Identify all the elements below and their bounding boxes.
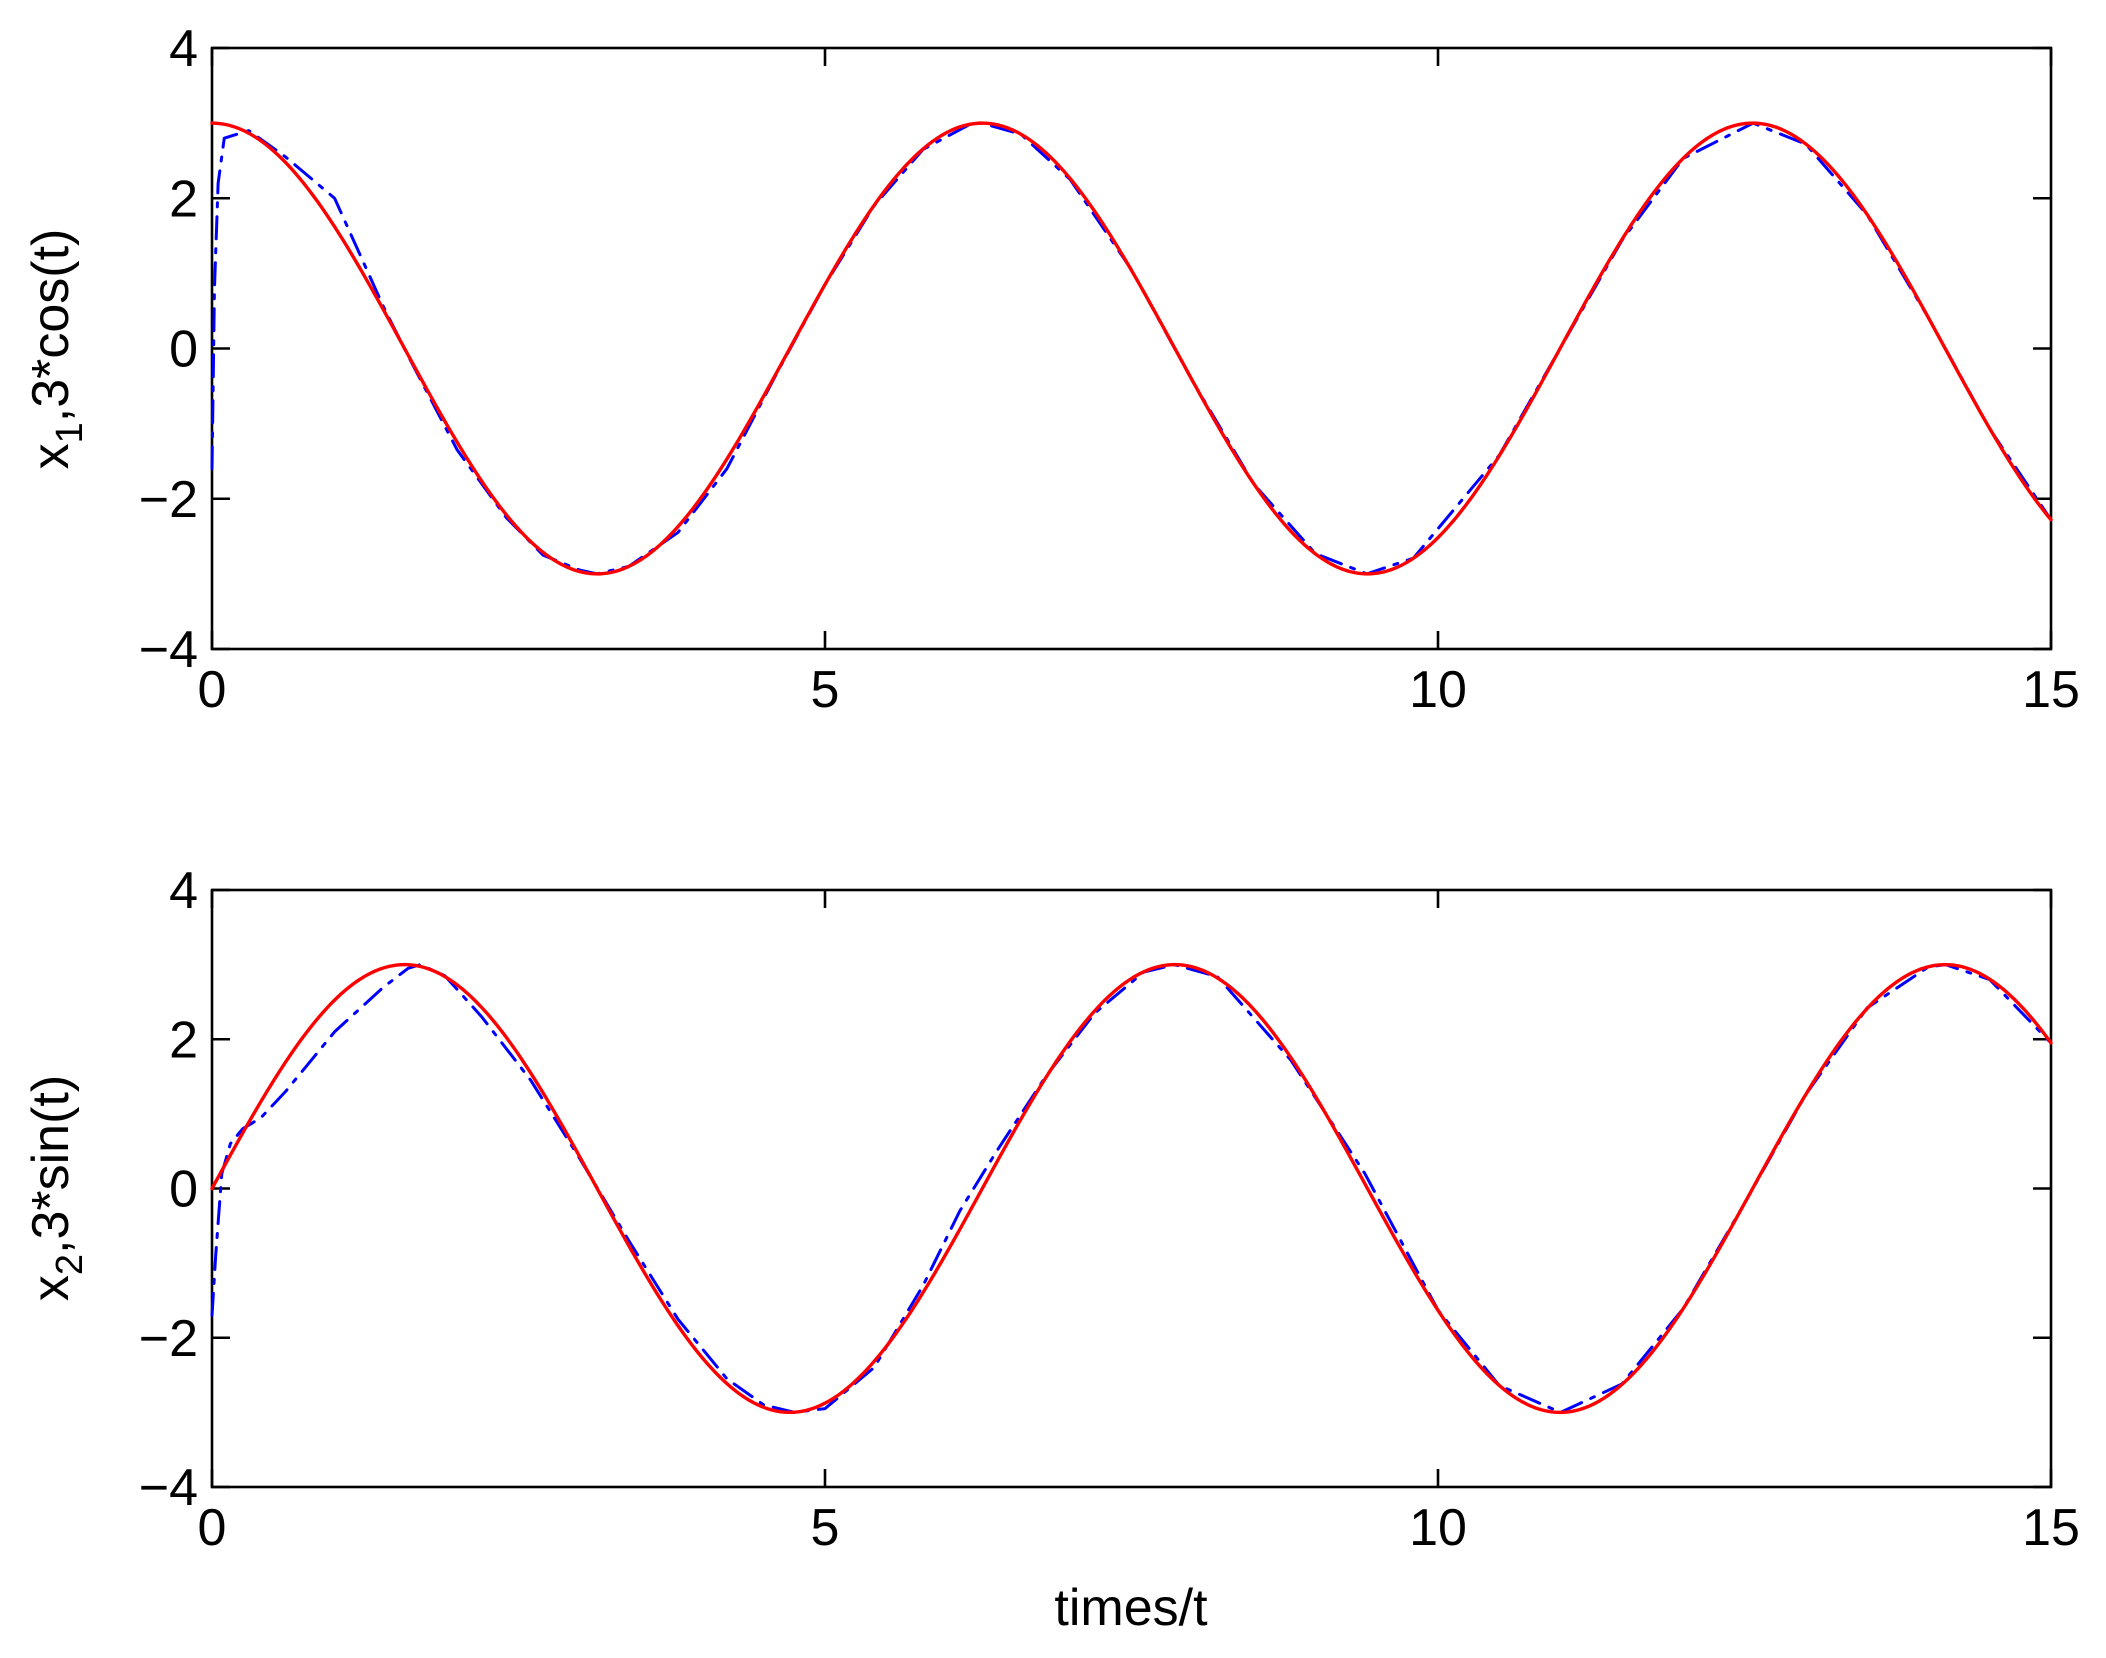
y-tick-label: 4 (169, 862, 198, 920)
series-group (210, 121, 2053, 576)
tick-group: 0 5 10 15 −4 −2 0 2 4 (139, 862, 2080, 1557)
x-tick-label: 0 (198, 661, 227, 719)
series-line-solid (210, 962, 2053, 1415)
y-axis-title-base: x (22, 443, 80, 469)
x-tick-label: 5 (811, 661, 840, 719)
y-tick-label: −4 (139, 621, 198, 679)
x-tick-label: 0 (198, 1499, 227, 1557)
y-axis-title-rest: ,3*cos(t) (22, 229, 80, 423)
y-tick-label: −2 (139, 471, 198, 529)
y-tick-label: −2 (139, 1310, 198, 1368)
x-tick-label: 10 (1409, 661, 1467, 719)
y-tick-label: 0 (169, 321, 198, 379)
y-axis-title: x2,3*sin(t) (22, 1075, 91, 1301)
y-axis-title-base: x (22, 1275, 80, 1301)
series-group (210, 962, 2053, 1415)
y-axis-title-rest: ,3*sin(t) (22, 1075, 80, 1254)
x-tick-label: 10 (1409, 1499, 1467, 1557)
y-tick-label: −4 (139, 1459, 198, 1517)
x-tick-label: 15 (2022, 661, 2080, 719)
series-line-solid (210, 121, 2053, 576)
x-tick-label: 5 (811, 1499, 840, 1557)
panel-top: 0 5 10 15 −4 −2 0 2 4 x1,3*cos(t) (22, 20, 2080, 719)
y-axis-title-subscript: 1 (49, 422, 91, 443)
series-line-dashdot (210, 963, 2053, 1414)
y-tick-label: 0 (169, 1161, 198, 1219)
y-axis-title: x1,3*cos(t) (22, 229, 91, 470)
x-tick-label: 15 (2022, 1499, 2080, 1557)
x-axis-title: times/t (1054, 1579, 1208, 1637)
y-axis-title-subscript: 2 (49, 1254, 91, 1275)
y-tick-label: 4 (169, 20, 198, 78)
y-tick-label: 2 (169, 1011, 198, 1069)
tick-group: 0 5 10 15 −4 −2 0 2 4 (139, 20, 2080, 719)
y-tick-label: 2 (169, 170, 198, 228)
